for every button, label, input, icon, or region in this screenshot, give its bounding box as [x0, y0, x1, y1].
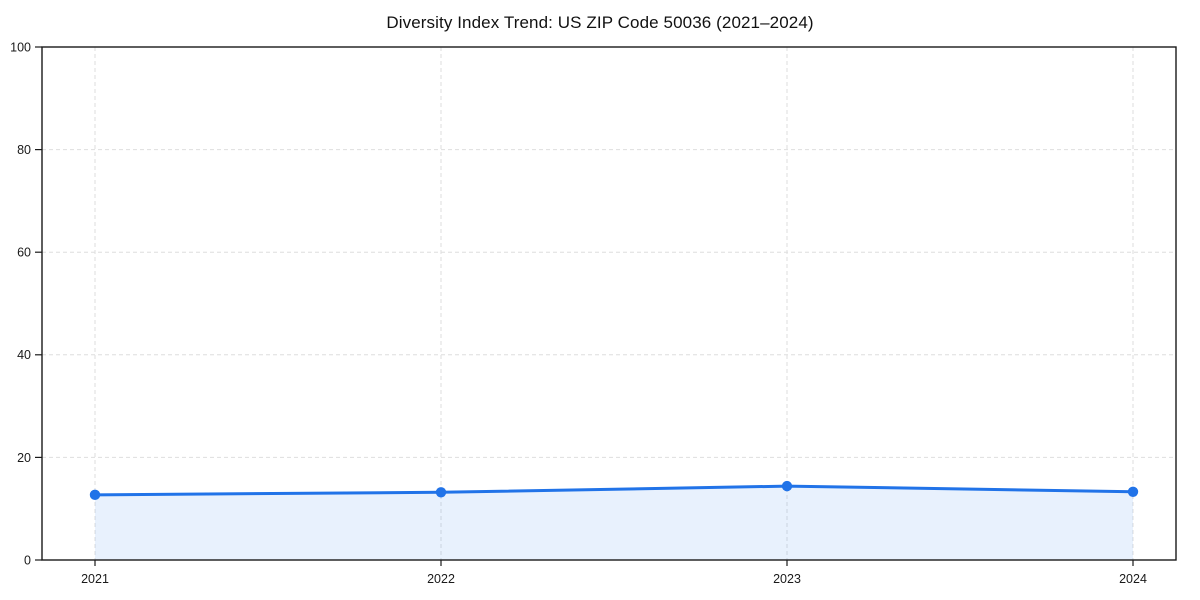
chart-title: Diversity Index Trend: US ZIP Code 50036… — [386, 13, 814, 32]
data-point — [781, 480, 793, 492]
series-line — [93, 484, 1135, 497]
data-point — [89, 489, 101, 501]
x-tick-label: 2024 — [1119, 572, 1147, 586]
y-tick-label: 0 — [24, 553, 31, 567]
series-area-fill — [95, 486, 1133, 560]
x-tick-label: 2023 — [773, 572, 801, 586]
y-tick-label: 40 — [17, 348, 31, 362]
data-point — [435, 487, 447, 498]
y-tick-label: 20 — [17, 451, 31, 465]
x-tick-label: 2022 — [427, 572, 455, 586]
y-tick-label: 100 — [10, 40, 31, 54]
x-tick-label: 2021 — [81, 572, 109, 586]
data-point — [1127, 486, 1139, 497]
y-tick-label: 80 — [17, 143, 31, 157]
plot-frame — [41, 46, 1177, 561]
y-tick-label: 60 — [17, 246, 31, 260]
